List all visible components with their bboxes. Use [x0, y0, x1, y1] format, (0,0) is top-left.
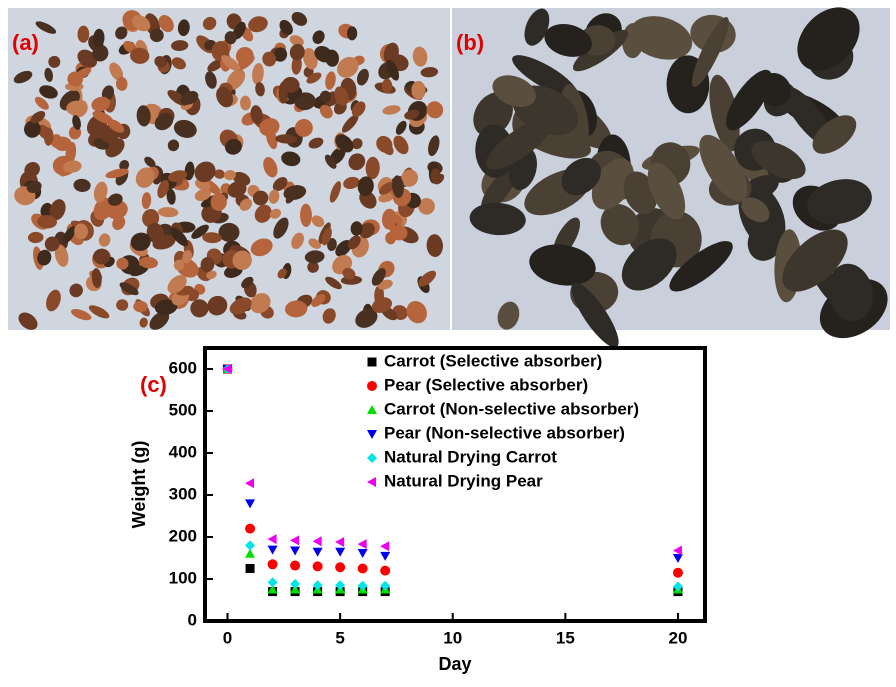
x-tick-label: 15	[556, 628, 575, 647]
data-point	[313, 548, 323, 557]
data-point	[268, 534, 277, 544]
data-point	[673, 554, 683, 563]
legend-marker	[367, 477, 376, 487]
legend-label: Pear (Selective absorber)	[384, 375, 588, 394]
data-point	[290, 561, 300, 571]
data-point	[268, 546, 278, 555]
data-point	[380, 566, 390, 576]
y-tick-label: 600	[169, 358, 197, 377]
data-point	[290, 546, 300, 555]
data-point	[358, 549, 368, 558]
legend-label: Natural Drying Carrot	[384, 447, 557, 466]
legend-marker	[367, 453, 377, 463]
data-point	[358, 564, 368, 574]
data-point	[673, 545, 682, 555]
data-point	[313, 536, 322, 546]
data-point	[380, 552, 390, 561]
data-point	[245, 499, 255, 508]
legend-marker	[367, 430, 377, 439]
data-point	[290, 535, 299, 545]
legend-marker	[367, 405, 377, 414]
page: (a) (b) (c) 051015200100200300400500600D…	[0, 0, 896, 687]
legend-marker	[367, 381, 377, 391]
x-axis-label: Day	[438, 654, 471, 674]
panel-label: (b)	[456, 30, 484, 55]
panel-label: (a)	[12, 30, 39, 55]
panel-label: (c)	[140, 372, 167, 397]
data-point	[245, 478, 254, 488]
data-point	[268, 559, 278, 569]
data-point	[335, 537, 344, 547]
legend-label: Carrot (Non-selective absorber)	[384, 399, 639, 418]
data-point	[358, 539, 367, 549]
legend-label: Pear (Non-selective absorber)	[384, 423, 625, 442]
legend-label: Carrot (Selective absorber)	[384, 351, 602, 370]
data-point	[246, 564, 255, 573]
legend-label: Natural Drying Pear	[384, 471, 543, 490]
data-point	[245, 540, 255, 550]
y-tick-label: 0	[188, 610, 197, 629]
y-tick-label: 200	[169, 526, 197, 545]
x-tick-label: 20	[669, 628, 688, 647]
data-point	[335, 548, 345, 557]
x-tick-label: 0	[223, 628, 232, 647]
y-tick-label: 100	[169, 568, 197, 587]
data-point	[335, 562, 345, 572]
photo-detail	[211, 193, 227, 211]
data-point	[245, 524, 255, 534]
figure: (a) (b) (c) 051015200100200300400500600D…	[0, 0, 896, 682]
y-tick-label: 500	[169, 400, 197, 419]
y-axis-label: Weight (g)	[129, 441, 149, 529]
data-point	[673, 568, 683, 578]
y-tick-label: 400	[169, 442, 197, 461]
legend-marker	[368, 358, 377, 367]
x-tick-label: 10	[443, 628, 462, 647]
data-point	[380, 541, 389, 551]
x-tick-label: 5	[335, 628, 344, 647]
data-point	[268, 577, 278, 587]
y-tick-label: 300	[169, 484, 197, 503]
data-point	[313, 561, 323, 571]
